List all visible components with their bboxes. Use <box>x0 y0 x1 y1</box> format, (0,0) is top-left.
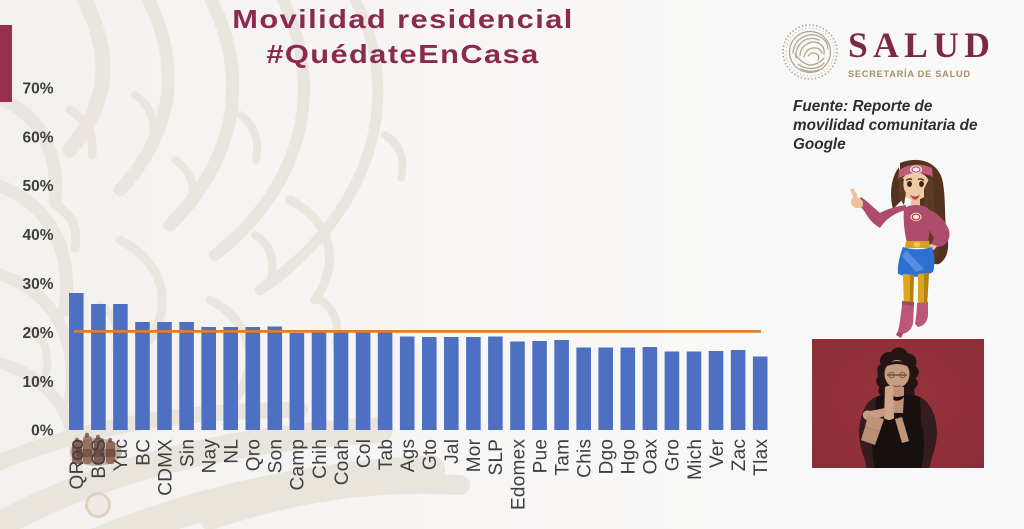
svg-text:Col: Col <box>354 439 375 468</box>
svg-text:70%: 70% <box>22 80 53 97</box>
svg-text:QRoo: QRoo <box>67 439 88 490</box>
svg-text:Gro: Gro <box>663 439 684 471</box>
svg-text:Ags: Ags <box>398 439 419 473</box>
svg-text:Jal: Jal <box>442 439 463 464</box>
svg-text:Yuc: Yuc <box>111 439 132 471</box>
svg-text:Nay: Nay <box>200 439 221 474</box>
svg-text:Dgo: Dgo <box>597 439 618 475</box>
svg-text:Mor: Mor <box>464 438 485 472</box>
svg-text:Oax: Oax <box>641 439 662 475</box>
svg-text:Tab: Tab <box>376 439 397 470</box>
svg-text:Camp: Camp <box>288 439 309 491</box>
svg-text:Coah: Coah <box>332 439 353 485</box>
svg-text:CDMX: CDMX <box>155 439 176 496</box>
svg-text:60%: 60% <box>22 129 53 146</box>
svg-text:Mich: Mich <box>685 439 706 480</box>
svg-text:BCS: BCS <box>89 439 110 479</box>
svg-text:Tlax: Tlax <box>751 439 772 476</box>
svg-text:Pue: Pue <box>530 439 551 474</box>
svg-text:Qro: Qro <box>244 439 265 471</box>
svg-text:Tam: Tam <box>552 439 573 476</box>
svg-text:0%: 0% <box>31 423 54 440</box>
svg-text:NL: NL <box>222 439 243 464</box>
svg-text:50%: 50% <box>22 178 53 195</box>
svg-text:Son: Son <box>266 439 287 474</box>
svg-text:Sin: Sin <box>177 439 198 467</box>
svg-text:Chih: Chih <box>310 439 331 479</box>
svg-text:40%: 40% <box>22 227 53 244</box>
svg-text:10%: 10% <box>22 374 53 391</box>
svg-text:30%: 30% <box>22 276 53 293</box>
svg-text:Gto: Gto <box>420 439 441 470</box>
svg-text:20%: 20% <box>22 325 53 342</box>
svg-text:Chis: Chis <box>575 439 596 478</box>
svg-text:Hgo: Hgo <box>619 439 640 475</box>
svg-text:Edomex: Edomex <box>508 439 529 510</box>
svg-text:BC: BC <box>133 439 154 466</box>
svg-text:SLP: SLP <box>486 439 507 476</box>
svg-text:Zac: Zac <box>729 439 750 471</box>
svg-text:Ver: Ver <box>707 438 728 468</box>
